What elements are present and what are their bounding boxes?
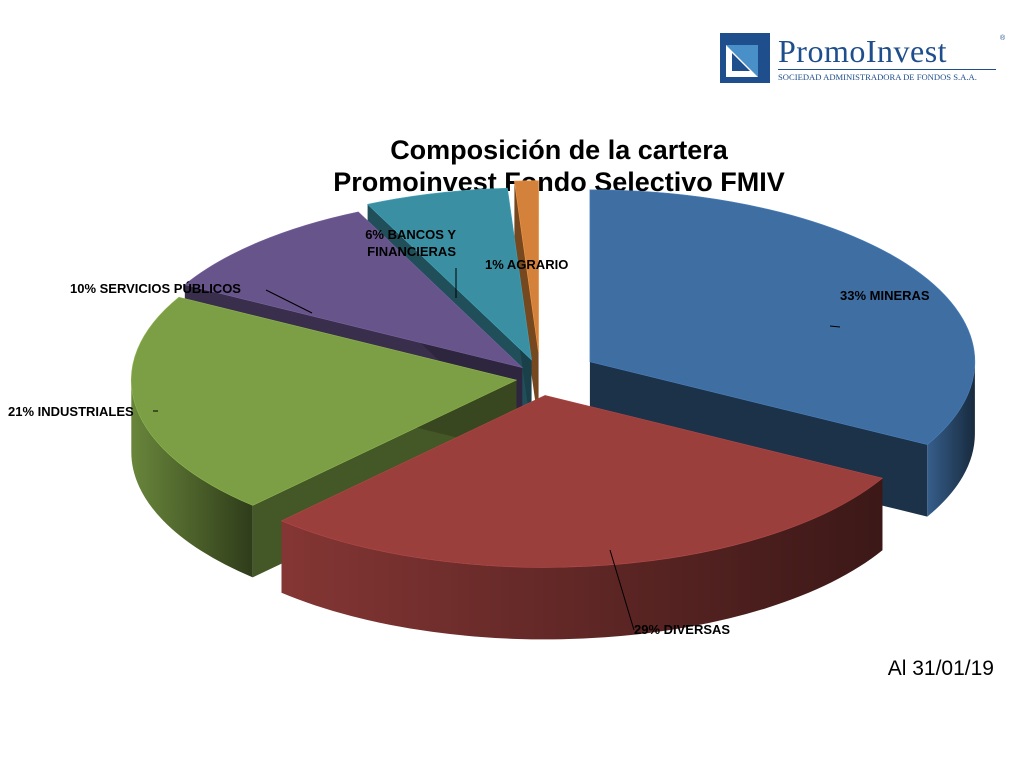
slice-label: 10% SERVICIOS PÚBLICOS [70, 281, 241, 296]
chart-title: Composición de la cartera Promoinvest Fo… [0, 134, 1024, 198]
slice-label: 1% AGRARIO [485, 257, 568, 272]
pie-slice-top [514, 180, 539, 353]
leader-line [829, 325, 841, 328]
pie-slice-top [589, 189, 976, 445]
leader-line [609, 549, 635, 631]
logo-mark-icon [720, 33, 770, 83]
logo-divider [778, 69, 996, 70]
slice-label: 33% MINERAS [840, 288, 930, 303]
pie-slice-top [366, 187, 532, 361]
logo-registered-mark: ® [1000, 35, 1006, 42]
pie-slice-3 [131, 296, 518, 578]
pie-slice-top [131, 296, 518, 506]
date-label: Al 31/01/19 [887, 657, 994, 680]
pie-slice-wall [514, 181, 539, 425]
slice-label: 21% INDUSTRIALES [8, 404, 134, 419]
slice-label: 6% BANCOS Y FINANCIERAS [365, 227, 456, 259]
pie-slice-top [184, 211, 524, 369]
chart-title-line-1: Composición de la cartera [390, 135, 728, 165]
logo-tagline: SOCIEDAD ADMINISTRADORA DE FONDOS S.A.A. [778, 72, 977, 82]
slice-label: 29% DIVERSAS [634, 622, 730, 637]
logo-name: PromoInvest [778, 33, 948, 69]
pie-slice-6 [514, 180, 539, 425]
pie-slice-top [280, 395, 884, 568]
leader-line [265, 289, 313, 314]
pie-slice-side [131, 380, 253, 578]
promoinvest-logo: PromoInvest ® SOCIEDAD ADMINISTRADORA DE… [720, 33, 1010, 85]
chart-title-line-2: Promoinvest Fondo Selectivo FMIV [333, 167, 785, 197]
pie-slice-side [927, 361, 975, 517]
pie-slice-2 [280, 395, 884, 640]
pie-slice-side [281, 478, 883, 640]
